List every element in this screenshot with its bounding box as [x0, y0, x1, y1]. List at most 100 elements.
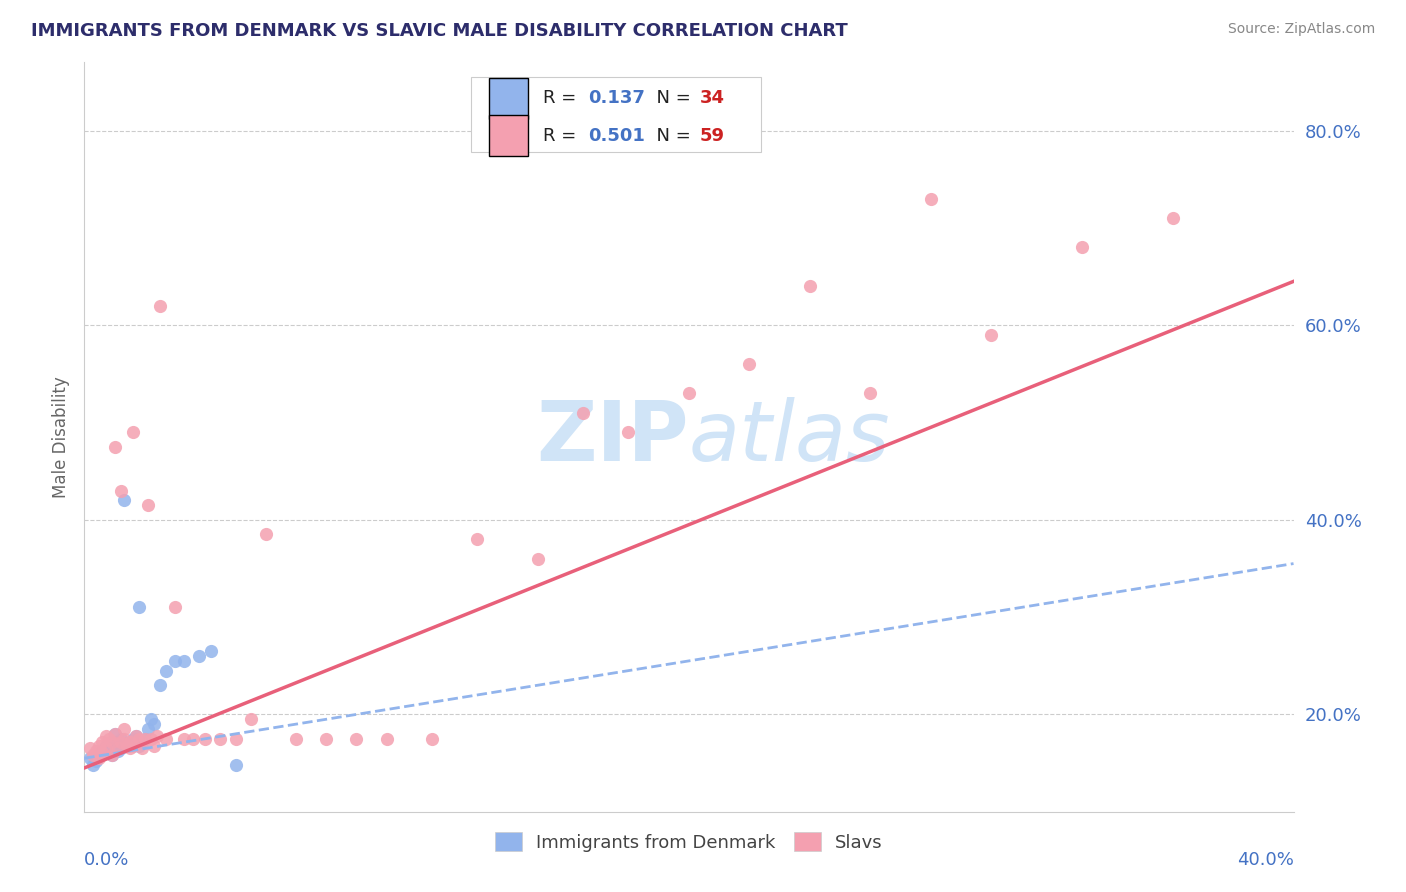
- Point: [139, 712, 162, 726]
- Point: [125, 729, 148, 743]
- Point: [86, 744, 108, 758]
- Point: [112, 493, 135, 508]
- Point: [134, 731, 156, 746]
- Point: [146, 729, 169, 743]
- Point: [97, 741, 120, 756]
- Point: [100, 748, 122, 763]
- Point: [420, 731, 443, 746]
- Point: [79, 741, 101, 756]
- Point: [89, 748, 111, 763]
- Point: [118, 741, 141, 756]
- Point: [188, 648, 211, 663]
- Point: [346, 731, 368, 746]
- Point: [94, 739, 117, 753]
- Text: N =: N =: [645, 89, 697, 107]
- Point: [89, 739, 111, 753]
- Point: [139, 731, 162, 746]
- Point: [128, 739, 150, 753]
- Point: [254, 527, 277, 541]
- Point: [89, 751, 111, 765]
- Point: [678, 386, 700, 401]
- Point: [209, 731, 232, 746]
- Point: [315, 731, 337, 746]
- Point: [149, 678, 172, 692]
- Point: [285, 731, 308, 746]
- Point: [155, 731, 177, 746]
- Point: [173, 654, 195, 668]
- Point: [128, 600, 150, 615]
- Text: 34: 34: [700, 89, 725, 107]
- Point: [155, 664, 177, 678]
- Point: [738, 357, 761, 371]
- Point: [572, 406, 595, 420]
- Point: [104, 727, 127, 741]
- Point: [104, 734, 127, 748]
- FancyBboxPatch shape: [489, 115, 529, 156]
- Y-axis label: Male Disability: Male Disability: [52, 376, 70, 498]
- Point: [94, 741, 117, 756]
- Point: [104, 440, 127, 454]
- Point: [91, 734, 114, 748]
- Point: [91, 747, 114, 761]
- Text: N =: N =: [645, 127, 697, 145]
- Point: [112, 731, 135, 746]
- Point: [110, 734, 132, 748]
- Point: [118, 734, 141, 748]
- Point: [131, 741, 153, 756]
- Point: [131, 734, 153, 748]
- Point: [115, 739, 138, 753]
- Point: [225, 758, 247, 772]
- Point: [107, 741, 129, 756]
- Point: [112, 722, 135, 736]
- Point: [136, 498, 159, 512]
- Point: [118, 737, 141, 751]
- Point: [97, 731, 120, 746]
- Point: [136, 722, 159, 736]
- Point: [375, 731, 398, 746]
- Point: [121, 731, 143, 746]
- Point: [1071, 240, 1094, 254]
- Point: [100, 748, 122, 763]
- Point: [859, 386, 882, 401]
- Point: [142, 739, 165, 753]
- Text: IMMIGRANTS FROM DENMARK VS SLAVIC MALE DISABILITY CORRELATION CHART: IMMIGRANTS FROM DENMARK VS SLAVIC MALE D…: [31, 22, 848, 40]
- Text: R =: R =: [543, 89, 582, 107]
- Point: [94, 747, 117, 761]
- Point: [149, 299, 172, 313]
- Point: [91, 744, 114, 758]
- FancyBboxPatch shape: [489, 78, 529, 119]
- Text: atlas: atlas: [689, 397, 890, 477]
- Point: [617, 425, 640, 440]
- Point: [118, 734, 141, 748]
- Point: [134, 731, 156, 746]
- Point: [107, 744, 129, 758]
- FancyBboxPatch shape: [471, 78, 762, 153]
- Point: [173, 731, 195, 746]
- Text: ZIP: ZIP: [537, 397, 689, 477]
- Point: [121, 739, 143, 753]
- Text: 59: 59: [700, 127, 725, 145]
- Point: [142, 717, 165, 731]
- Point: [200, 644, 222, 658]
- Point: [128, 731, 150, 746]
- Point: [920, 192, 942, 206]
- Point: [86, 754, 108, 768]
- Point: [104, 727, 127, 741]
- Text: 0.137: 0.137: [589, 89, 645, 107]
- Text: 0.501: 0.501: [589, 127, 645, 145]
- Text: 0.0%: 0.0%: [84, 851, 129, 869]
- Point: [110, 731, 132, 746]
- Point: [467, 533, 489, 547]
- Point: [799, 279, 821, 293]
- Point: [527, 551, 550, 566]
- Point: [239, 712, 262, 726]
- Point: [125, 729, 148, 743]
- Point: [1161, 211, 1184, 226]
- Point: [115, 739, 138, 753]
- Point: [82, 748, 104, 763]
- Point: [79, 751, 101, 765]
- Point: [94, 729, 117, 743]
- Point: [110, 483, 132, 498]
- Text: R =: R =: [543, 127, 582, 145]
- Point: [82, 758, 104, 772]
